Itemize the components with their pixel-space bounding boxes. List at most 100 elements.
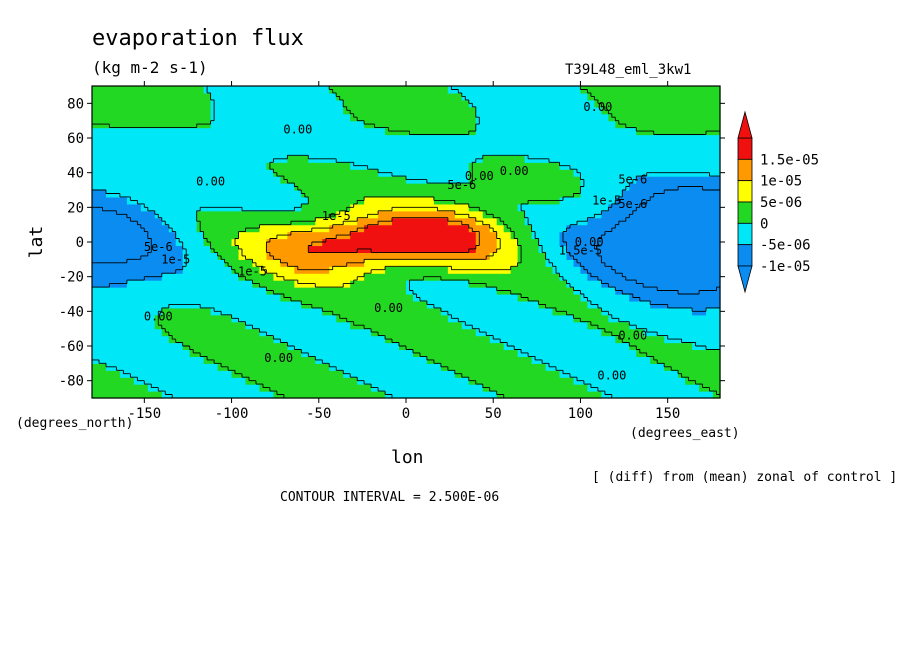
field-cell	[671, 203, 679, 212]
field-cell	[412, 342, 421, 351]
field-cell	[168, 238, 177, 247]
field-cell	[461, 273, 470, 281]
field-cell	[433, 384, 442, 392]
field-cell	[692, 134, 700, 143]
field-cell	[475, 245, 484, 253]
field-cell	[454, 245, 463, 253]
field-cell	[685, 363, 693, 371]
field-cell	[154, 349, 163, 357]
field-cell	[678, 120, 686, 129]
field-cell	[657, 328, 665, 337]
field-cell	[510, 245, 519, 253]
field-cell	[664, 280, 672, 288]
field-cell	[273, 162, 281, 170]
field-cell	[706, 183, 714, 191]
field-cell	[287, 328, 295, 337]
field-cell	[594, 148, 602, 156]
field-cell	[685, 162, 693, 170]
field-cell	[196, 307, 205, 316]
field-cell	[105, 356, 114, 364]
field-cell	[105, 217, 114, 226]
field-cell	[238, 210, 247, 219]
field-cell	[231, 183, 240, 191]
field-cell	[475, 224, 484, 233]
field-cell	[224, 328, 233, 337]
field-cell	[112, 335, 121, 344]
field-cell	[566, 148, 575, 156]
field-cell	[224, 356, 233, 364]
field-cell	[161, 203, 170, 212]
field-cell	[224, 335, 233, 344]
field-cell	[392, 134, 400, 143]
field-cell	[98, 328, 107, 337]
field-cell	[412, 391, 421, 399]
field-cell	[273, 99, 281, 108]
field-cell	[594, 314, 602, 323]
field-cell	[482, 183, 491, 191]
field-cell	[580, 238, 589, 247]
field-cell	[482, 335, 491, 344]
field-cell	[392, 384, 400, 392]
field-cell	[433, 106, 442, 115]
field-cell	[406, 391, 414, 399]
field-cell	[671, 148, 679, 156]
field-cell	[350, 328, 358, 337]
field-cell	[112, 99, 121, 108]
field-cell	[105, 370, 114, 378]
field-cell	[608, 280, 616, 288]
field-cell	[461, 252, 470, 260]
field-cell	[280, 245, 288, 253]
field-cell	[447, 321, 456, 330]
field-cell	[503, 273, 512, 281]
field-cell	[315, 217, 323, 226]
field-cell	[587, 106, 595, 115]
field-cell	[517, 127, 526, 136]
field-cell	[587, 370, 595, 378]
field-cell	[608, 183, 616, 191]
field-cell	[601, 252, 609, 260]
field-cell	[406, 196, 414, 205]
field-cell	[657, 321, 665, 330]
field-cell	[713, 300, 721, 309]
field-cell	[699, 86, 707, 94]
field-cell	[238, 190, 247, 198]
field-cell	[566, 176, 575, 184]
field-cell	[482, 106, 491, 115]
field-cell	[329, 183, 337, 191]
field-cell	[517, 183, 526, 191]
field-cell	[92, 183, 100, 191]
field-cell	[126, 280, 135, 288]
field-cell	[231, 245, 240, 253]
field-cell	[105, 106, 114, 115]
field-cell	[105, 148, 114, 156]
field-cell	[454, 106, 463, 115]
field-cell	[175, 335, 184, 344]
field-cell	[350, 224, 358, 233]
field-cell	[294, 120, 302, 129]
field-cell	[119, 106, 128, 115]
field-cell	[468, 106, 477, 115]
contour-line	[92, 85, 721, 398]
field-cell	[699, 106, 707, 115]
field-cell	[587, 377, 595, 385]
field-cell	[538, 349, 547, 357]
field-cell	[399, 183, 407, 191]
field-cell	[217, 148, 226, 156]
field-cell	[468, 273, 477, 281]
field-cell	[713, 141, 721, 149]
field-cell	[615, 176, 623, 184]
field-cell	[692, 370, 700, 378]
field-cell	[454, 321, 463, 330]
field-cell	[357, 370, 365, 378]
field-cell	[433, 349, 442, 357]
field-cell	[399, 356, 407, 364]
field-cell	[664, 259, 672, 267]
field-cell	[175, 106, 184, 115]
field-cell	[538, 169, 547, 177]
field-cell	[538, 210, 547, 219]
field-cell	[629, 217, 637, 226]
field-cell	[210, 86, 219, 94]
field-cell	[98, 113, 107, 122]
field-cell	[643, 342, 651, 351]
field-cell	[343, 273, 351, 281]
